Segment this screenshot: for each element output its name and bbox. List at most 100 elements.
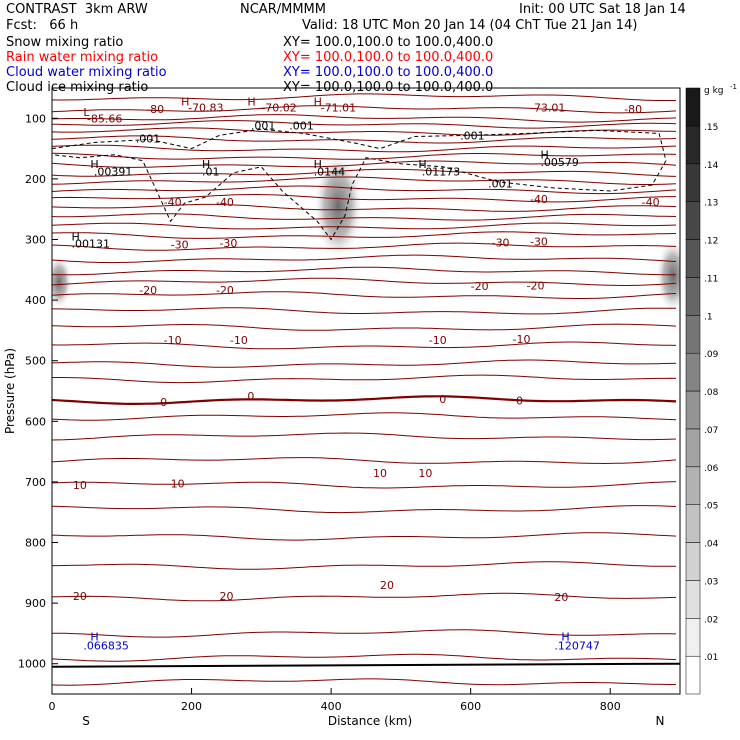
temperature-label-8: -71.01	[321, 101, 356, 114]
temperature-contour-21	[52, 291, 677, 299]
x-tick-label-1: 200	[181, 700, 202, 713]
temperature-contour-22	[52, 307, 677, 315]
temperature-contour-33	[52, 532, 677, 541]
temperature-contour-15	[52, 222, 677, 230]
cloud-water-label-3: .120747	[554, 640, 600, 653]
colorbar-unit-exponent: -1	[730, 83, 737, 91]
temperature-label-3: H	[181, 95, 189, 108]
temperature-contour-2	[52, 114, 677, 123]
temperature-contour-3	[52, 120, 677, 129]
colorbar-swatch-13	[685, 163, 701, 202]
temperature-label-0: L	[83, 106, 90, 119]
temperature-contour-30	[52, 457, 677, 465]
temperature-label-37: 20	[380, 579, 394, 592]
forecast-hour: Fcst: 66 h	[6, 18, 79, 33]
cloud-ice-label-9: H	[314, 158, 322, 171]
colorbar-tick-11: .12	[704, 237, 718, 247]
end-label-south: S	[82, 714, 90, 728]
temperature-label-24: -10	[230, 334, 248, 347]
y-tick-label-7: 800	[25, 537, 46, 550]
temperature-label-32: 10	[171, 478, 185, 491]
temperature-contour-7	[52, 152, 677, 160]
cloud-water-label-1: .066835	[83, 640, 128, 653]
temperature-label-27: 0	[160, 396, 167, 409]
temperature-label-4: -70.83	[188, 101, 223, 114]
temperature-label-17: -30	[492, 237, 510, 250]
cloud-ice-label-7: H	[202, 158, 210, 171]
colorbar-swatch-10	[685, 277, 701, 316]
field-label-rain: Rain water mixing ratio	[6, 50, 159, 65]
temperature-contour-25	[52, 359, 677, 368]
colorbar-swatch-5	[685, 466, 701, 505]
temperature-contour-1	[52, 105, 677, 114]
colorbar-swatch-8	[685, 352, 701, 392]
temperature-label-19: -20	[139, 284, 157, 297]
temperature-label-11: -40	[164, 196, 182, 209]
colorbar-swatch-3	[685, 542, 701, 581]
temperature-label-18: -30	[530, 235, 548, 248]
temperature-contour-34	[52, 561, 676, 570]
temperature-contour-36	[52, 629, 677, 638]
colorbar-swatch-15	[685, 87, 701, 127]
temperature-label-9: -73.01	[530, 101, 565, 114]
temperature-label-20: -20	[216, 284, 234, 297]
init-time: Init: 00 UTC Sat 18 Jan 14	[519, 2, 686, 17]
colorbar-tick-5: .06	[704, 464, 719, 474]
colorbar-tick-9: .1	[704, 312, 713, 322]
colorbar-swatch-4	[685, 504, 701, 543]
temperature-label-10: -80	[624, 103, 642, 116]
temperature-contour-28	[52, 412, 677, 421]
temperature-contour-9	[52, 168, 677, 177]
cloud-water-label-0: H	[90, 630, 98, 643]
colorbar-tick-6: .07	[704, 426, 718, 436]
colorbar-tick-3: .04	[704, 540, 719, 550]
temperature-contour-16	[52, 231, 677, 239]
temperature-contour-17	[52, 242, 677, 251]
temperature-label-36: 20	[219, 590, 233, 603]
colorbar-swatch-1	[685, 618, 701, 657]
temperature-contour-12	[52, 193, 676, 203]
cloud-ice-label-10: .0144	[314, 166, 346, 179]
colorbar-swatch-6	[685, 428, 701, 468]
temperature-contour-37	[52, 653, 677, 662]
temperature-label-5: H	[247, 95, 255, 108]
temperature-label-30: 0	[516, 395, 523, 408]
temperature-label-6: -70.02	[261, 101, 296, 114]
field-label-cloud-water: Cloud water mixing ratio	[6, 65, 167, 80]
temperature-label-28: 0	[247, 390, 254, 403]
x-tick-label-2: 400	[321, 700, 342, 713]
y-tick-label-8: 900	[25, 597, 46, 610]
colorbar-swatch-9	[685, 315, 701, 354]
temperature-contour-19	[52, 266, 676, 276]
plot-frame	[51, 87, 681, 695]
temperature-contour-29	[52, 432, 677, 441]
x-tick-label-0: 0	[49, 700, 56, 713]
y-tick-label-3: 400	[25, 294, 46, 307]
temperature-contour-31	[52, 481, 677, 489]
cloud-ice-label-16: .00131	[72, 238, 111, 251]
colorbar-tick-10: .11	[704, 274, 718, 284]
temperature-label-33: 10	[373, 467, 387, 480]
temperature-contour-14	[52, 213, 677, 221]
temperature-contour-23	[52, 323, 677, 331]
temperature-label-21: -20	[471, 280, 489, 293]
temperature-contour-6	[52, 144, 677, 153]
temperature-contour-26	[52, 374, 677, 384]
temperature-contour-24	[52, 341, 677, 350]
temperature-contour-38	[52, 678, 676, 686]
colorbar-swatch-2	[685, 580, 701, 619]
cloud-ice-label-11: H	[418, 158, 426, 171]
valid-time: Valid: 18 UTC Mon 20 Jan 14 (04 ChT Tue …	[302, 18, 638, 33]
cloud-ice-label-1: .001	[251, 120, 276, 133]
colorbar-swatch-12	[685, 201, 701, 240]
colorbar-tick-7: .08	[704, 388, 719, 398]
temperature-label-23: -10	[164, 334, 182, 347]
colorbar-tick-4: .05	[704, 502, 718, 512]
model-title: CONTRAST 3km ARW	[6, 2, 148, 17]
y-tick-label-1: 200	[25, 173, 46, 186]
temperature-contour-18	[52, 254, 677, 264]
cloud-ice-label-6: .00391	[94, 166, 133, 179]
cloud-ice-contour	[52, 128, 667, 241]
temperature-contour-8	[52, 160, 677, 168]
